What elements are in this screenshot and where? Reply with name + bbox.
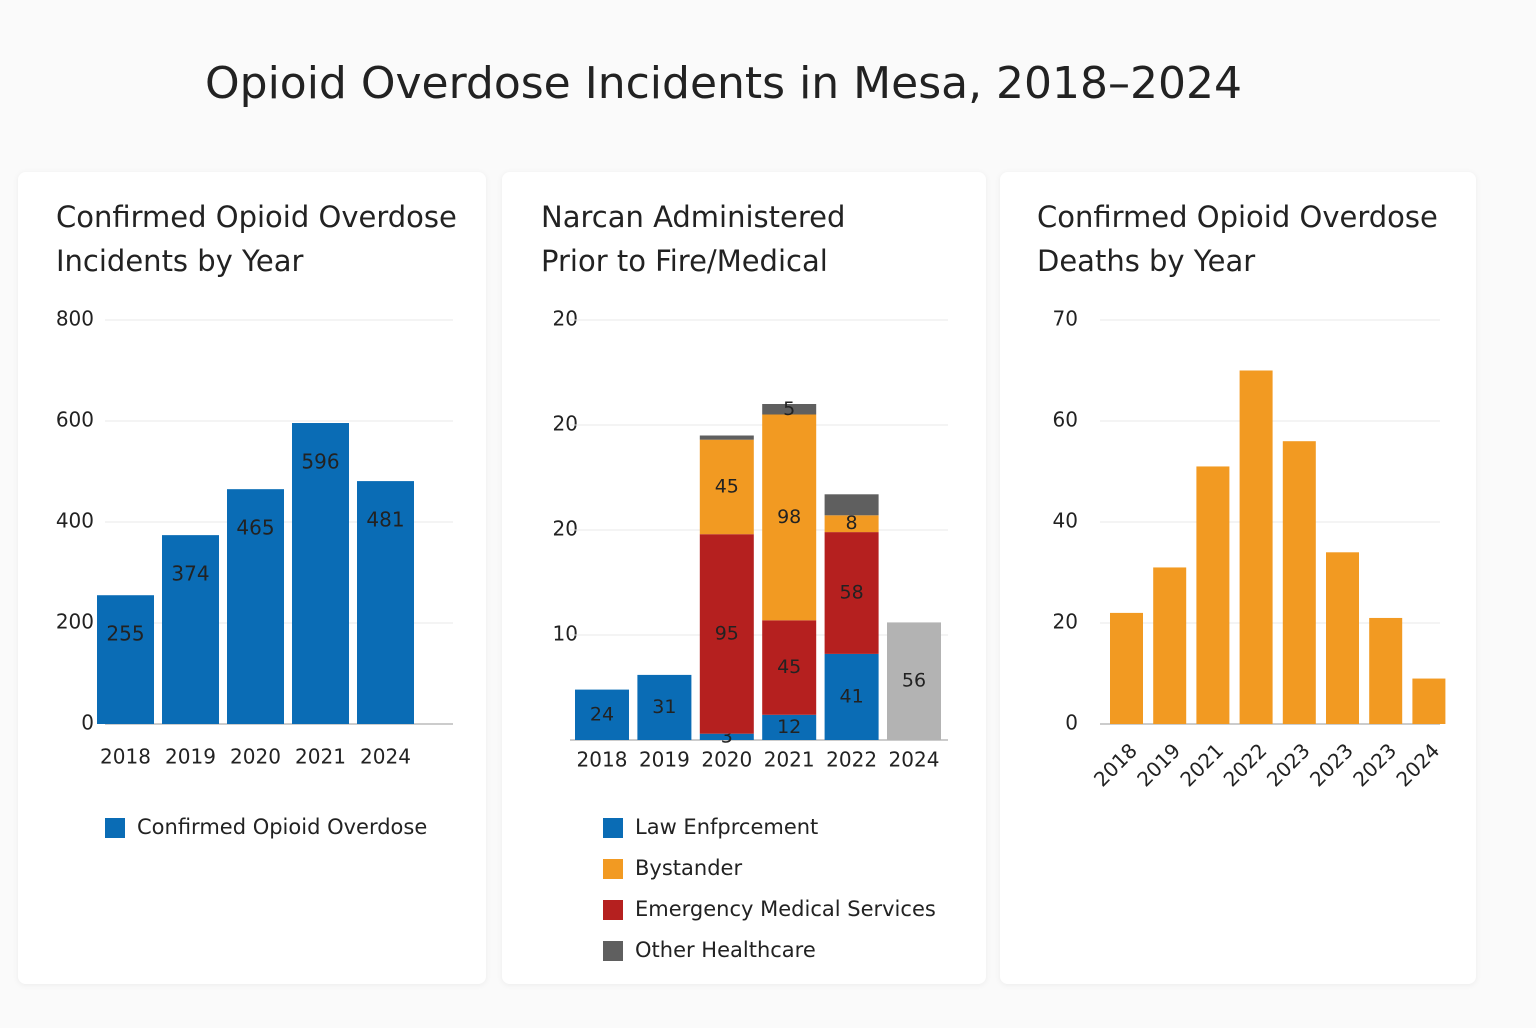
y-tick-label: 200 (56, 610, 94, 634)
bar (292, 423, 349, 724)
chart-title: Confirmed Opioid Overdose (1037, 200, 1438, 234)
page-title: Opioid Overdose Incidents in Mesa, 2018–… (205, 58, 1242, 109)
legend-label: Confirmed Opioid Overdose (137, 815, 427, 839)
legend-label: Bystander (635, 856, 742, 880)
bar-segment (699, 534, 754, 734)
bar (1239, 370, 1273, 724)
bar-segment (887, 622, 941, 740)
value-label: 31 (652, 696, 676, 718)
chart-title: Prior to Fire/Medical (541, 244, 828, 278)
value-label: 24 (590, 703, 614, 725)
y-tick-label: 20 (1053, 610, 1078, 634)
chart-title: Confirmed Opioid Overdose (56, 200, 457, 234)
legend-label: Emergency Medical Services (635, 897, 936, 921)
x-tick-label: 2019 (165, 745, 216, 769)
x-tick-label: 2024 (889, 748, 940, 772)
bar-segment (699, 435, 754, 440)
legend-swatch (603, 941, 623, 961)
y-tick-label: 10 (553, 622, 578, 646)
bar (1282, 441, 1316, 724)
bar-segment (762, 620, 817, 715)
bar-segment (699, 733, 754, 740)
bar-segment (762, 714, 817, 740)
chart-title: Narcan Administered (541, 200, 845, 234)
bar (97, 595, 154, 724)
x-tick-label: 2024 (360, 745, 411, 769)
bar (357, 481, 414, 724)
bar-segment (762, 404, 817, 415)
value-label: 41 (840, 685, 864, 707)
x-tick-label: 2022 (826, 748, 877, 772)
panel (1000, 172, 1476, 984)
value-label: 12 (777, 716, 801, 738)
y-tick-label: 60 (1053, 408, 1078, 432)
x-tick-label: 2021 (764, 748, 815, 772)
x-tick-label: 2018 (577, 748, 628, 772)
value-label: 58 (840, 582, 864, 604)
legend-swatch (603, 818, 623, 838)
x-tick-label: 2018 (100, 745, 151, 769)
legend-swatch (105, 818, 125, 838)
value-label: 56 (902, 670, 926, 692)
value-label: 8 (846, 512, 858, 534)
bar (1369, 617, 1403, 724)
bar-segment (824, 515, 879, 533)
bar-segment (824, 494, 879, 516)
bar-segment (575, 689, 629, 740)
bar-segment (824, 653, 879, 740)
x-tick-label: 2021 (295, 745, 346, 769)
legend-label: Other Healthcare (635, 938, 816, 962)
bar (1110, 612, 1143, 724)
bar-segment (762, 414, 817, 621)
y-tick-label: 70 (1053, 307, 1078, 331)
legend-swatch (603, 900, 623, 920)
x-tick-label: 2020 (701, 748, 752, 772)
bar (227, 489, 284, 724)
chart-title: Deaths by Year (1037, 244, 1255, 278)
value-label: 481 (366, 508, 404, 532)
value-label: 374 (171, 562, 209, 586)
legend-swatch (603, 859, 623, 879)
bar (1412, 678, 1446, 724)
y-tick-label: 400 (56, 509, 94, 533)
y-tick-label: 20 (553, 412, 578, 436)
legend-label: Law Enfprcement (635, 815, 818, 839)
bar (1153, 567, 1187, 724)
bar (1196, 466, 1230, 724)
value-label: 45 (777, 656, 801, 678)
value-label: 596 (301, 450, 339, 474)
y-tick-label: 20 (553, 517, 578, 541)
value-label: 95 (715, 622, 739, 644)
y-tick-label: 800 (56, 307, 94, 331)
value-label: 255 (106, 622, 144, 646)
bar-segment (699, 439, 754, 535)
x-tick-label: 2019 (639, 748, 690, 772)
y-tick-label: 0 (81, 711, 94, 735)
bar-segment (824, 532, 879, 654)
value-label: 45 (715, 475, 739, 497)
y-tick-label: 0 (1065, 711, 1078, 735)
bar (1326, 552, 1359, 724)
bar-segment (637, 674, 692, 740)
value-label: 98 (777, 506, 801, 528)
y-tick-label: 600 (56, 408, 94, 432)
y-tick-label: 40 (1053, 509, 1078, 533)
value-label: 5 (783, 398, 795, 420)
bar (162, 535, 219, 724)
x-tick-label: 2020 (230, 745, 281, 769)
y-tick-label: 20 (553, 307, 578, 331)
value-label: 465 (236, 516, 274, 540)
chart-title: Incidents by Year (56, 244, 304, 278)
